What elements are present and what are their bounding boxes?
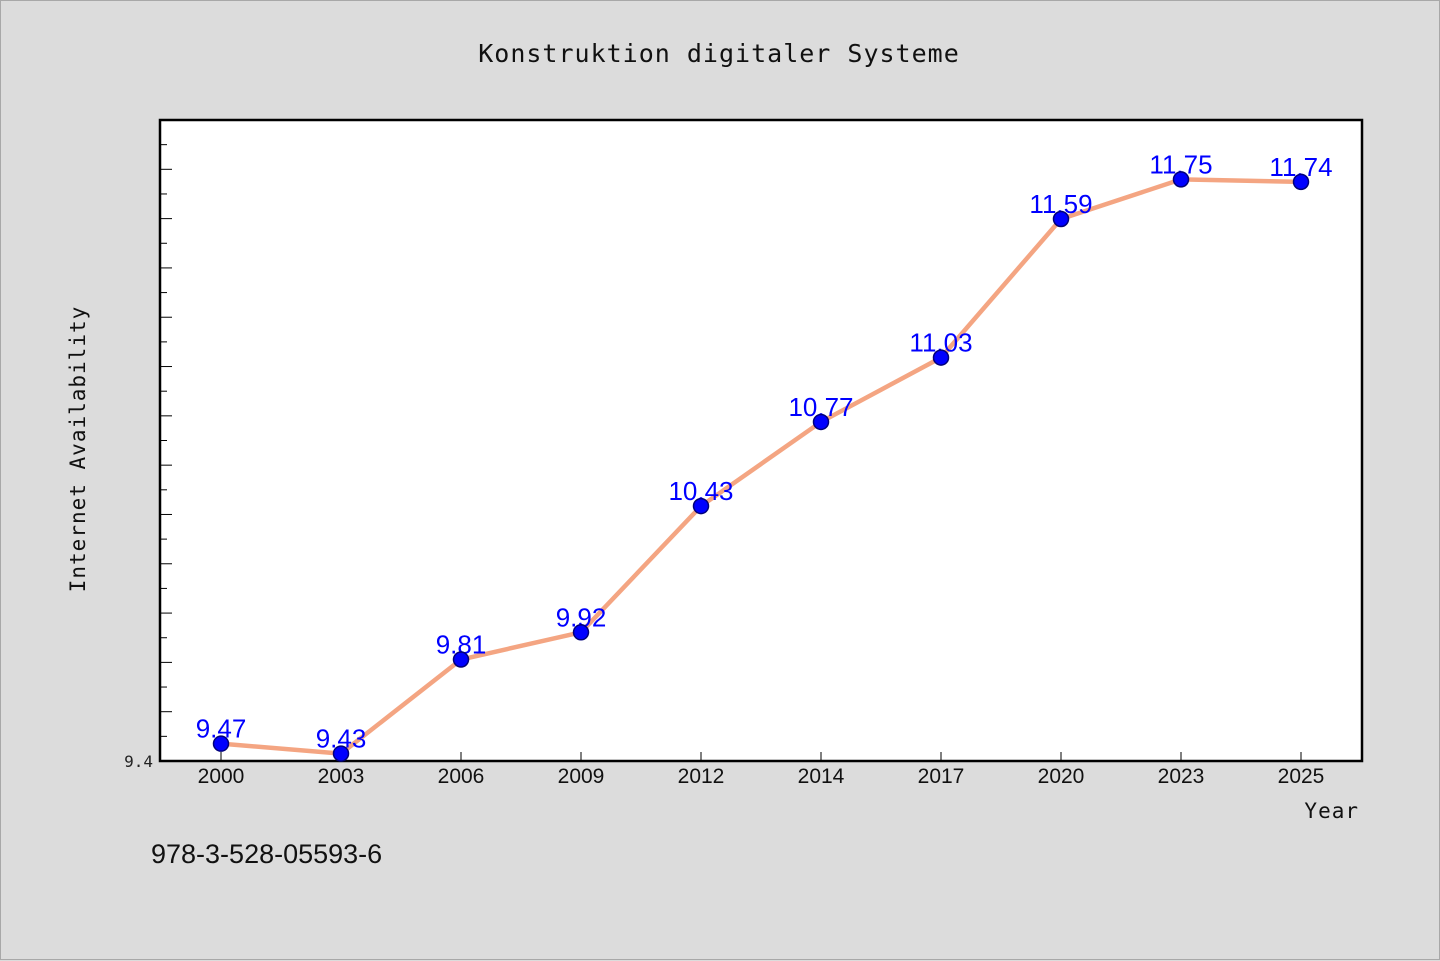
y-axis-tick-labels: 9.4 <box>124 752 153 771</box>
data-point <box>332 745 350 762</box>
series-layer: 9.47 9.439.819.9210.4310.7711.0311.5911.7… <box>196 149 1333 762</box>
data-point <box>1292 173 1310 191</box>
x-tick-label: 2020 <box>1038 765 1085 788</box>
y-axis-label: Internet Availability <box>66 306 90 593</box>
x-tick-label: 2009 <box>558 765 605 788</box>
x-tick-label: 2023 <box>1158 765 1205 788</box>
x-axis-label: Year <box>1304 799 1359 823</box>
x-tick-label: 2014 <box>798 765 845 788</box>
data-point <box>932 349 950 366</box>
x-tick-label: 2025 <box>1278 765 1325 788</box>
chart-title: Konstruktion digitaler Systeme <box>478 39 960 68</box>
x-tick-label: 2000 <box>198 765 245 788</box>
data-point <box>572 624 590 641</box>
data-point <box>1052 210 1070 228</box>
data-point <box>212 735 230 752</box>
data-point <box>1172 171 1190 188</box>
x-tick-label: 2017 <box>918 765 965 788</box>
x-axis-tick-labels: 2000 2003 2006 2009 2012 2014 2017 2020 2023 2025 <box>198 765 1325 788</box>
data-point <box>452 651 470 668</box>
y-axis-ticks <box>160 144 172 737</box>
plot-area <box>158 118 1364 763</box>
series-line <box>218 177 1304 756</box>
data-point <box>812 413 830 431</box>
data-point <box>692 497 710 515</box>
x-tick-label: 2012 <box>678 765 725 788</box>
y-tick-label: 9.4 <box>124 752 153 771</box>
x-tick-label: 2003 <box>318 765 365 788</box>
series: 9.47 9.439.819.9210.4310.7711.0311.5911.7… <box>196 149 1333 762</box>
x-tick-label: 2006 <box>438 765 485 788</box>
isbn-text: 978-3-528-05593-6 <box>151 839 382 869</box>
